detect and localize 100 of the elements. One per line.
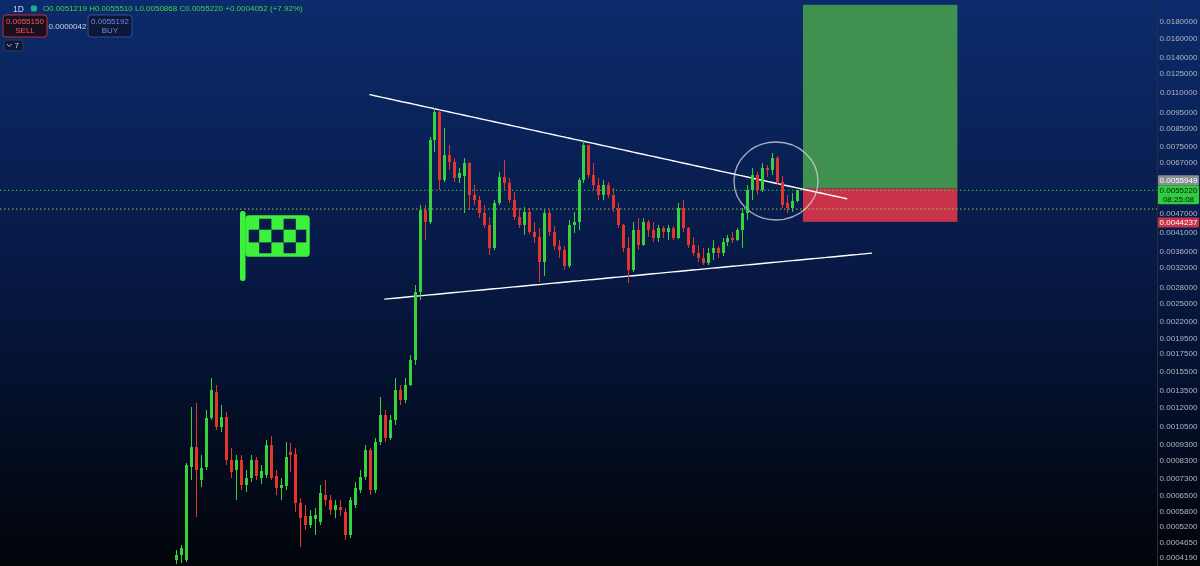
candlestick [314, 507, 317, 536]
candlestick [359, 469, 362, 494]
annotation: SELL [15, 26, 36, 35]
y-tick-label: 0.0022000 [1159, 316, 1198, 326]
candlestick [722, 237, 725, 257]
candlestick [756, 171, 759, 196]
candlestick [771, 152, 774, 176]
candlestick [513, 191, 516, 221]
candlestick [255, 456, 258, 481]
candlestick [448, 144, 451, 171]
candlestick [230, 447, 233, 479]
candlestick [488, 216, 491, 256]
candlestick [548, 209, 551, 237]
y-tick-label: 0.0007300 [1159, 474, 1198, 484]
candlestick [781, 175, 784, 209]
candlestick [518, 207, 521, 229]
y-tick-label: 0.0036000 [1159, 246, 1198, 256]
y-tick-label: 0.0041000 [1159, 228, 1198, 238]
candlestick [289, 442, 292, 473]
sell-button: 0.0055150 SELL [2, 14, 48, 38]
candlestick [592, 162, 595, 191]
annotation: BUY [101, 26, 119, 35]
candlestick [245, 469, 248, 493]
text: 1D [13, 3, 24, 14]
y-tick-label: 0.0004190 [1159, 553, 1198, 563]
y-tick-label: 0.0005200 [1159, 522, 1198, 532]
candlestick [553, 225, 556, 251]
ref-line-label: 0.0055220 [1159, 185, 1198, 195]
candlestick [329, 494, 332, 516]
candlestick [573, 211, 576, 234]
y-tick-label: 0.0013500 [1159, 386, 1198, 396]
y-tick-label: 0.0006500 [1159, 490, 1198, 500]
candlestick [642, 217, 645, 247]
text: 08:25:08 [1162, 194, 1195, 204]
y-tick-label: 0.0110000 [1159, 87, 1198, 97]
text: O0.0051219 H0.0055510 L0.0050868 C0.0055220 +0.0004052 (+7.92%) [42, 4, 303, 13]
y-tick-label: 0.0025000 [1159, 298, 1198, 308]
candlestick [389, 414, 392, 441]
candlestick [195, 402, 198, 518]
text: 0.0055949 [1159, 175, 1198, 185]
line-series [384, 252, 873, 300]
y-tick-label: 0.0019500 [1159, 334, 1198, 344]
candlestick [424, 204, 427, 241]
y-tick-label: 0.0180000 [1159, 17, 1198, 27]
y-tick-label: 0.0085000 [1159, 124, 1198, 134]
annotation: 0.0055150 [6, 17, 45, 26]
candlestick [324, 479, 327, 507]
y-tick-label: 0.0028000 [1159, 282, 1198, 292]
text: 0.0044237 [1159, 218, 1198, 228]
y-tick-label: 0.0009300 [1159, 439, 1198, 449]
candlestick [399, 384, 402, 406]
collapse-button: 7 [3, 39, 24, 52]
candlestick [190, 406, 193, 481]
y-tick-label: 0.0095000 [1159, 108, 1198, 118]
candlestick [384, 409, 387, 443]
y-tick-label: 0.0012000 [1159, 403, 1198, 413]
y-tick-label: 0.0017500 [1159, 349, 1198, 359]
candlestick [235, 454, 238, 501]
candlestick [617, 202, 620, 229]
candlestick [473, 184, 476, 206]
candlestick [558, 239, 561, 259]
candlestick [741, 207, 744, 249]
candlestick [334, 499, 337, 519]
candlestick [563, 245, 566, 271]
candlestick [200, 454, 203, 488]
candlestick [597, 177, 600, 201]
candlestick [712, 239, 715, 261]
candlestick [275, 469, 278, 496]
y-tick-label: 0.0075000 [1159, 142, 1198, 152]
candlestick [344, 507, 347, 541]
candlestick [791, 192, 794, 213]
candlestick [453, 157, 456, 183]
annotation: 0.0055192 [91, 17, 130, 26]
candlestick [687, 226, 690, 249]
candlestick [622, 223, 625, 253]
candlestick [627, 236, 630, 284]
candlestick [523, 206, 526, 236]
y-tick-label: 0.0015500 [1159, 366, 1198, 376]
y-tick-label: 0.0010500 [1159, 422, 1198, 432]
y-tick-label: 0.0008300 [1159, 455, 1198, 465]
candlestick [404, 377, 407, 404]
y-tick-label: 0.0140000 [1159, 53, 1198, 63]
candlestick [637, 217, 640, 251]
candlestick [478, 195, 481, 219]
y-tick-label: 0.0004650 [1159, 538, 1198, 548]
y-tick-label: 0.0047000 [1159, 208, 1198, 218]
candlestick [299, 497, 302, 548]
buy-button: 0.0055192 BUY [87, 14, 133, 38]
annotation: 0.0000042 [48, 21, 87, 31]
candlestick [508, 177, 511, 204]
annotation: 7 [14, 41, 20, 50]
y-tick-label: 0.0067000 [1159, 158, 1198, 168]
candlestick [682, 199, 685, 233]
candlestick [354, 481, 357, 509]
candlestick [692, 236, 695, 257]
candlestick [220, 404, 223, 433]
candlestick [250, 454, 253, 483]
candlestick [528, 207, 531, 235]
y-tick-label: 0.0160000 [1159, 34, 1198, 44]
y-tick-label: 0.0032000 [1159, 263, 1198, 273]
